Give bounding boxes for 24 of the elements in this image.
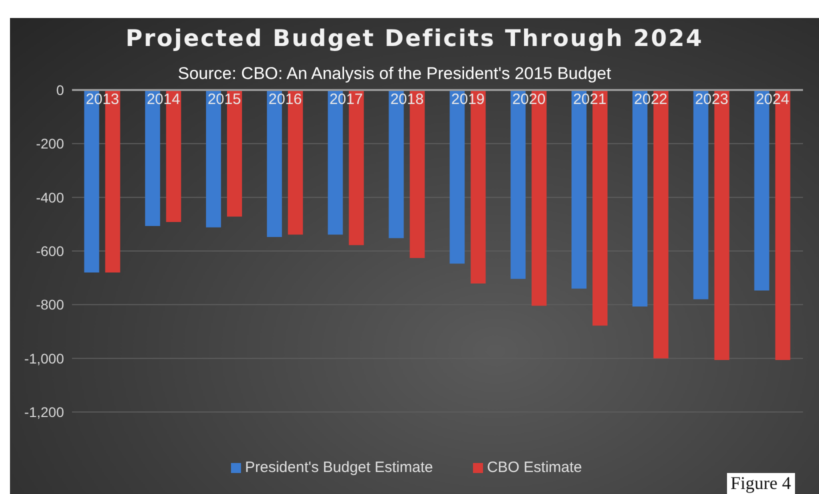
chart-title: Projected Budget Deficits Through 2024	[124, 26, 704, 52]
x-tick-label: 2016	[268, 91, 302, 108]
chart-subtitle: Source: CBO: An Analysis of the President's 2015 Budget	[178, 64, 612, 83]
x-tick-label: 2021	[573, 91, 606, 108]
x-tick-label: 2023	[694, 91, 728, 108]
x-tick-label: 2018	[390, 91, 424, 108]
y-tick-label: -1,200	[24, 404, 64, 420]
y-tick-label: -800	[36, 296, 64, 313]
legend-label: President's Budget Estimate	[245, 459, 433, 476]
caption: Figure 4	[726, 473, 795, 494]
x-tick-label: 2014	[146, 91, 180, 108]
legend-label: CBO Estimate	[486, 459, 582, 476]
x-tick-label: 2017	[329, 91, 363, 108]
x-tick-label: 2013	[86, 91, 120, 108]
x-tick-label: 2020	[512, 91, 546, 108]
x-tick-label: 2022	[634, 91, 668, 108]
x-tick-label: 2015	[208, 91, 241, 108]
y-tick-label: -1,000	[24, 350, 64, 366]
y-tick-label: -400	[36, 189, 64, 206]
y-tick-label: 0	[56, 82, 64, 98]
y-tick-label: -200	[36, 136, 64, 152]
x-tick-label: 2024	[756, 91, 790, 108]
x-tick-label: 2019	[451, 91, 485, 108]
y-tick-label: -600	[36, 242, 64, 259]
